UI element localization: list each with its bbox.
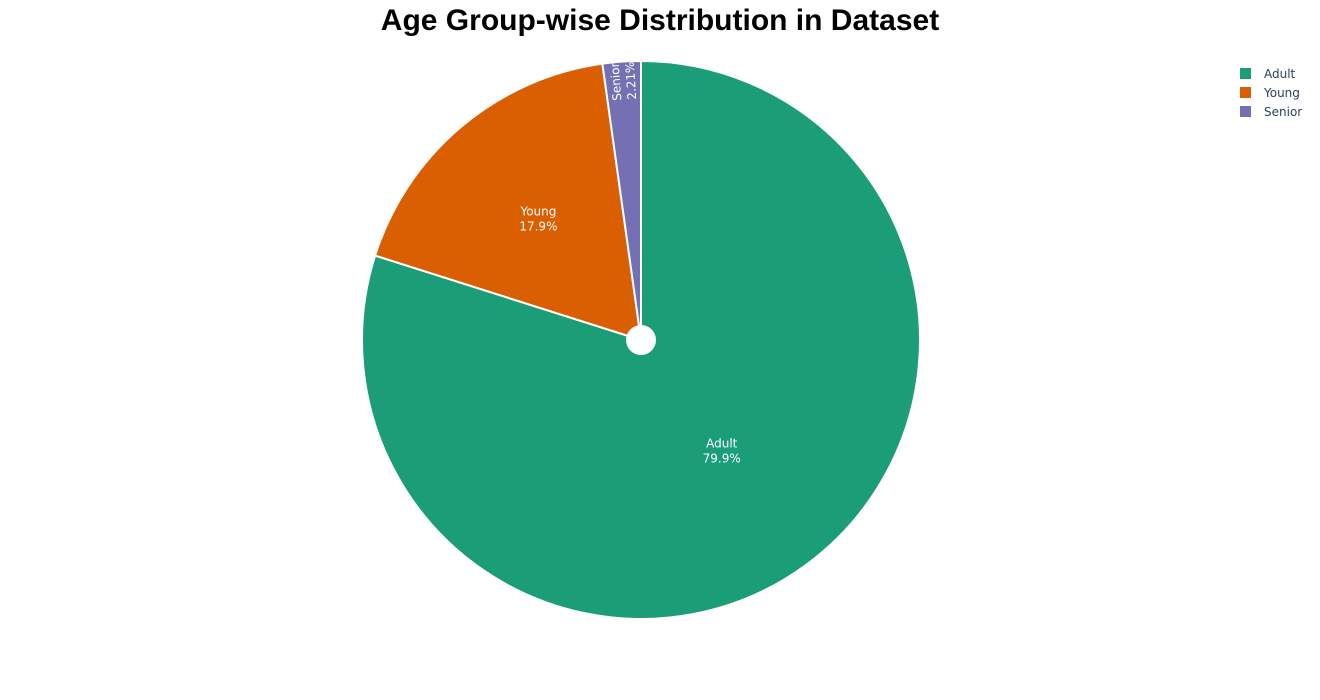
slice-label-name: Young <box>519 204 556 218</box>
pie-slice-adult[interactable] <box>361 59 921 620</box>
slice-label-percent: 17.9% <box>519 219 557 233</box>
legend-label: Senior <box>1264 105 1302 119</box>
pie-slice-young[interactable] <box>373 62 643 342</box>
legend-item-young[interactable]: Young <box>1240 86 1300 100</box>
legend-label: Adult <box>1264 67 1296 81</box>
chart-title: Age Group-wise Distribution in Dataset <box>381 4 939 37</box>
legend-item-senior[interactable]: Senior <box>1240 105 1302 119</box>
legend-label: Young <box>1263 86 1300 100</box>
pie-slices <box>361 59 921 620</box>
legend-swatch <box>1240 106 1251 117</box>
legend-swatch <box>1240 68 1251 79</box>
slice-label-percent: 2.21% <box>623 61 640 100</box>
slice-label-name: Adult <box>706 436 738 450</box>
legend: Adult Young Senior <box>1240 67 1302 119</box>
pie-slice-senior[interactable] <box>601 59 642 341</box>
pie-center-hole <box>626 325 656 355</box>
legend-item-adult[interactable]: Adult <box>1240 67 1296 81</box>
slice-label-name: Senior <box>608 62 625 101</box>
legend-swatch <box>1240 87 1251 98</box>
slice-label-percent: 79.9% <box>703 451 741 465</box>
